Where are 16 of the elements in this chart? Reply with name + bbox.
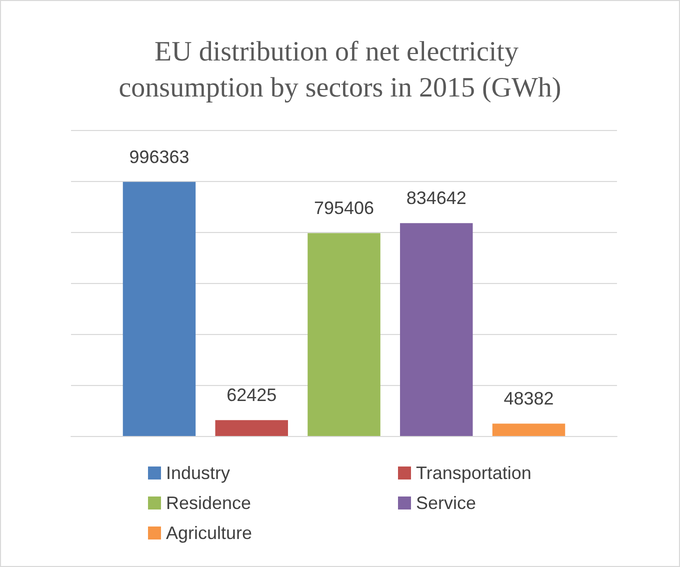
legend-label: Service — [416, 493, 476, 513]
data-label: 996363 — [129, 146, 190, 167]
data-label: 795406 — [314, 198, 374, 218]
bar — [215, 420, 288, 436]
chart-title: EU distribution of net electricity consumption by sectors in 2015 (GWh) — [118, 36, 562, 104]
legend-label: Agriculture — [166, 523, 252, 543]
bar — [308, 233, 380, 436]
bar — [400, 223, 473, 436]
legend-label: Transportation — [416, 463, 532, 483]
data-label: 48382 — [504, 388, 554, 409]
legend-label: Residence — [166, 493, 252, 513]
legend-label: Industry — [166, 463, 230, 483]
data-label: 62425 — [226, 385, 277, 406]
bar — [492, 424, 566, 436]
data-label: 834642 — [406, 188, 466, 208]
bar — [122, 182, 196, 436]
